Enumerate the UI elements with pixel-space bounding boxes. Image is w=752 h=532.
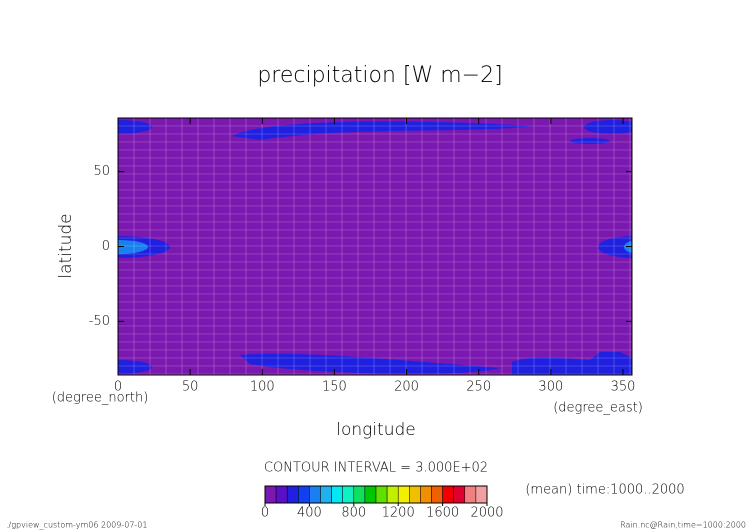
contour-interval: CONTOUR INTERVAL = 3.000E+02 bbox=[264, 461, 488, 476]
colorbar-box bbox=[320, 485, 332, 504]
contour-region bbox=[570, 138, 610, 144]
colorbar-box bbox=[409, 485, 421, 504]
y-unit: (degree_north) bbox=[52, 391, 149, 406]
contour-region bbox=[512, 352, 632, 375]
x-tick-label: 50 bbox=[182, 380, 199, 395]
x-tick-label: 200 bbox=[394, 380, 419, 395]
colorbar-frame bbox=[264, 485, 488, 504]
mean-note: (mean) time:1000..2000 bbox=[525, 483, 684, 498]
contour-region bbox=[240, 353, 500, 374]
y-axis-label: latitude bbox=[56, 213, 76, 278]
colorbar-box bbox=[453, 485, 466, 504]
footer-left: ./gpview_custom-ym06 2009-07-01 bbox=[6, 521, 148, 530]
colorbar-box bbox=[264, 485, 277, 504]
colorbar-box bbox=[298, 485, 310, 504]
colorbar-box bbox=[442, 485, 454, 504]
colorbar-box bbox=[309, 485, 321, 504]
contour-layer bbox=[118, 118, 632, 375]
x-tick-label: 150 bbox=[322, 380, 347, 395]
footer-right: Rain.nc@Rain,time=1000:2000 bbox=[620, 521, 746, 530]
x-unit: (degree_east) bbox=[553, 401, 643, 416]
contour-region bbox=[598, 236, 632, 258]
x-tick-label: 250 bbox=[466, 380, 491, 395]
colorbar-box bbox=[342, 485, 355, 504]
chart-title: precipitation [W m−2] bbox=[257, 63, 502, 88]
colorbar-box bbox=[331, 485, 343, 504]
colorbar-box bbox=[353, 485, 366, 504]
colorbar-tick-label: 1600 bbox=[426, 506, 459, 521]
x-tick-label: 0 bbox=[114, 380, 122, 395]
plot-background bbox=[118, 118, 632, 375]
colorbar-box bbox=[386, 485, 399, 504]
colorbar-tick-label: 0 bbox=[261, 506, 269, 521]
colorbar-box bbox=[431, 485, 443, 504]
colorbar-tick-label: 1200 bbox=[382, 506, 415, 521]
colorbar-tick-label: 2000 bbox=[470, 506, 503, 521]
contour-region bbox=[584, 120, 632, 134]
y-tick-label: 50 bbox=[93, 164, 110, 179]
colorbar-box bbox=[364, 485, 377, 504]
colorbar-box bbox=[464, 485, 477, 504]
colorbar-box bbox=[375, 485, 388, 504]
contour-region bbox=[118, 240, 148, 254]
contour-region bbox=[232, 121, 532, 140]
x-tick-label: 300 bbox=[538, 380, 563, 395]
colorbar-box bbox=[275, 485, 288, 504]
colorbar-tick-label: 400 bbox=[297, 506, 322, 521]
colorbar-box bbox=[286, 485, 299, 504]
colorbar-box bbox=[397, 485, 410, 504]
x-tick-label: 100 bbox=[250, 380, 275, 395]
contour-region bbox=[118, 120, 152, 134]
contour-region bbox=[118, 360, 152, 374]
y-tick-label: -50 bbox=[89, 314, 110, 329]
x-axis-label: longitude bbox=[336, 420, 416, 440]
colorbar-box bbox=[420, 485, 432, 504]
y-tick-label: 0 bbox=[102, 239, 110, 254]
x-tick-label: 350 bbox=[611, 380, 636, 395]
colorbar-box bbox=[475, 485, 488, 504]
colorbar-tick-label: 800 bbox=[341, 506, 366, 521]
